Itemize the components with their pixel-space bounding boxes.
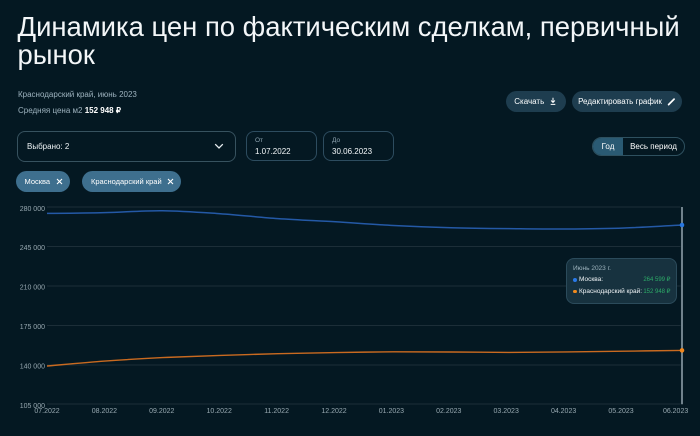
svg-text:175 000: 175 000 — [20, 324, 45, 331]
svg-text:02.2023: 02.2023 — [436, 408, 461, 415]
svg-text:245 000: 245 000 — [20, 245, 45, 252]
svg-text:07.2022: 07.2022 — [34, 408, 59, 415]
svg-text:06.2023: 06.2023 — [663, 408, 688, 415]
svg-text:210 000: 210 000 — [20, 285, 45, 292]
svg-text:04.2023: 04.2023 — [551, 408, 576, 415]
svg-text:105 000: 105 000 — [20, 403, 45, 410]
svg-text:140 000: 140 000 — [20, 363, 45, 370]
svg-text:09.2022: 09.2022 — [149, 408, 174, 415]
svg-text:01.2023: 01.2023 — [379, 408, 404, 415]
svg-text:08.2022: 08.2022 — [92, 408, 117, 415]
svg-text:05.2023: 05.2023 — [608, 408, 633, 415]
svg-text:280 000: 280 000 — [20, 206, 45, 213]
svg-text:11.2022: 11.2022 — [264, 408, 289, 415]
svg-text:10.2022: 10.2022 — [207, 408, 232, 415]
svg-text:12.2022: 12.2022 — [321, 408, 346, 415]
svg-text:03.2023: 03.2023 — [494, 408, 519, 415]
